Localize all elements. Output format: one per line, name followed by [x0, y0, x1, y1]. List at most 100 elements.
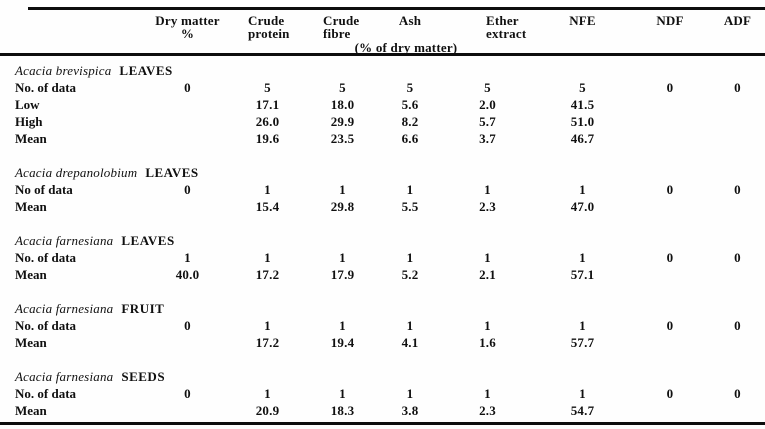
table-cell: 5 [339, 80, 346, 95]
table-cell: 1 [339, 250, 346, 265]
table-cell: 1 [484, 182, 491, 197]
table-row: Mean 17.2 19.4 4.1 1.6 57.7 [0, 334, 765, 351]
plant-part: LEAVES [121, 233, 175, 248]
row-label: No of data [15, 182, 73, 197]
table-cell: 2.3 [479, 199, 496, 214]
rule-header-bottom [0, 53, 765, 56]
table-row: Low 17.1 18.0 5.6 2.0 41.5 [0, 96, 765, 113]
rule-bottom [0, 422, 765, 425]
table-cell: 47.0 [570, 199, 595, 214]
table-cell: 0 [666, 386, 674, 401]
table-cell: 0 [666, 250, 674, 265]
table-cell: 1 [406, 250, 414, 265]
column-header: Ash [380, 14, 440, 40]
table-cell: 3.8 [401, 403, 419, 418]
table-cell: 3.7 [479, 131, 496, 146]
table-cell: 1 [339, 386, 346, 401]
column-header-line1: Ether [486, 13, 519, 28]
table-cell [145, 402, 230, 419]
table-cell: 1 [264, 182, 271, 197]
section-title: Acacia drepanolobium LEAVES [0, 164, 765, 181]
column-header: Crude protein [230, 14, 305, 40]
table-cell [630, 198, 710, 215]
table-cell: 57.1 [570, 267, 595, 282]
table-row: No. of data 1 1 1 1 1 1 0 0 [0, 249, 765, 266]
table-cell: 2.0 [479, 97, 496, 112]
table-row: No of data 0 1 1 1 1 1 0 0 [0, 181, 765, 198]
header-row: Dry matter % Crude protein Crude fibre A… [0, 14, 765, 40]
column-header-line1: ADF [723, 13, 752, 28]
table-cell [710, 334, 765, 351]
row-label: Mean [15, 267, 47, 282]
table-cell: 5 [406, 80, 414, 95]
table-cell: 1 [406, 182, 414, 197]
table-row: Mean 19.6 23.5 6.6 3.7 46.7 [0, 130, 765, 147]
table-cell: 51.0 [570, 114, 595, 129]
column-header: ADF [710, 14, 765, 40]
table-cell: 5 [264, 80, 271, 95]
table-cell [710, 266, 765, 283]
table-cell [145, 334, 230, 351]
row-label: No. of data [15, 80, 77, 95]
row-label: Mean [15, 403, 47, 418]
column-header: NFE [535, 14, 630, 40]
table-cell: 1 [184, 250, 191, 265]
column-header: Crude fibre [305, 14, 380, 40]
rule-top [28, 7, 765, 10]
table-cell [710, 402, 765, 419]
table-cell: 2.3 [479, 403, 496, 418]
table-cell: 0 [184, 318, 191, 333]
table-cell: 26.0 [255, 114, 280, 129]
table-cell: 15.4 [255, 199, 280, 214]
table-cell: 1 [339, 182, 346, 197]
table-cell [630, 402, 710, 419]
table-cell: 41.5 [570, 97, 595, 112]
table-cell: 5.7 [479, 114, 496, 129]
species-section: Acacia farnesiana SEEDS No. of data 0 1 1 1 1… [0, 368, 765, 419]
plant-part: FRUIT [121, 301, 165, 316]
column-header-line1: Dry matter [155, 13, 220, 28]
table-cell [145, 198, 230, 215]
table-cell [630, 266, 710, 283]
table-cell: 1 [579, 318, 586, 333]
table-cell: 18.3 [330, 403, 355, 418]
row-label: Mean [15, 335, 47, 350]
table-cell: 46.7 [570, 131, 595, 146]
table-cell [145, 130, 230, 147]
table-cell: 1 [406, 386, 414, 401]
table-cell [710, 198, 765, 215]
section-title: Acacia farnesiana LEAVES [0, 232, 765, 249]
table-cell: 29.9 [330, 114, 355, 129]
row-label: Mean [15, 199, 47, 214]
table-cell: 0 [734, 318, 741, 333]
table-cell: 17.2 [255, 335, 280, 350]
plant-part: LEAVES [119, 63, 173, 78]
table-cell: 19.4 [330, 335, 355, 350]
table-cell [630, 334, 710, 351]
table-row: No. of data 0 1 1 1 1 1 0 0 [0, 385, 765, 402]
table-cell [710, 130, 765, 147]
table-header: Dry matter % Crude protein Crude fibre A… [0, 10, 765, 55]
table-cell: 5.2 [401, 267, 419, 282]
table-cell [630, 96, 710, 113]
column-header-line1: Crude [248, 13, 285, 28]
column-header: Ether extract [440, 14, 535, 40]
table-cell [145, 96, 230, 113]
table-cell: 1 [579, 182, 586, 197]
plant-part: LEAVES [145, 165, 199, 180]
table-cell: 20.9 [255, 403, 280, 418]
table-cell: 5 [579, 80, 586, 95]
table-cell: 18.0 [330, 97, 355, 112]
column-header-line1: NFE [569, 13, 596, 28]
table-cell: 19.6 [255, 131, 280, 146]
table-cell: 5.6 [401, 97, 419, 112]
species-name: Acacia farnesiana [15, 301, 114, 316]
table-cell: 1 [484, 386, 491, 401]
table-cell: 5 [484, 80, 491, 95]
species-name: Acacia brevispica [15, 63, 112, 78]
row-label: Low [15, 97, 40, 112]
table-cell [710, 113, 765, 130]
table-cell: 2.1 [479, 267, 496, 282]
header-spacer [0, 14, 145, 40]
row-label: Mean [15, 131, 47, 146]
